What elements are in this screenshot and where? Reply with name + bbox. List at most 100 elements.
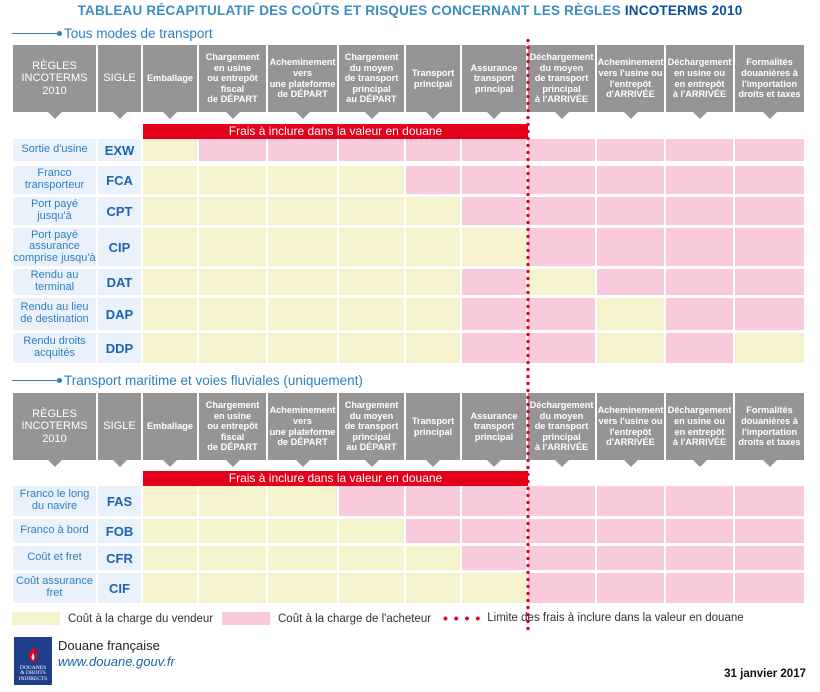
seller-cost-cell	[406, 333, 460, 363]
seller-cost-cell	[143, 228, 197, 266]
buyer-cost-cell	[597, 486, 664, 516]
buyer-cost-cell	[597, 546, 664, 570]
header-column: Déchargement en usine ou en entrepôt à l'AR…	[666, 393, 733, 467]
seller-cost-cell	[268, 486, 337, 516]
seller-cost-cell	[143, 269, 197, 295]
buyer-cost-cell	[735, 546, 804, 570]
seller-cost-cell	[406, 197, 460, 225]
seller-cost-cell	[268, 197, 337, 225]
page-title: TABLEAU RÉCAPITULATIF DES COÛTS ET RISQU…	[77, 3, 743, 18]
customs-value-band: Frais à inclure dans la valeur en douane	[143, 124, 528, 139]
incoterm-label: Sortie d'usine	[13, 139, 96, 161]
header-sigle: SIGLE	[98, 393, 141, 467]
incoterm-code: CPT	[98, 197, 141, 225]
section-title-all-modes: Tous modes de transport	[12, 26, 213, 41]
header-column: Acheminement vers une plateforme de DÉPART	[268, 45, 337, 119]
seller-cost-cell	[406, 269, 460, 295]
buyer-cost-cell	[199, 139, 266, 161]
seller-swatch	[12, 612, 60, 625]
buyer-cost-cell	[406, 486, 460, 516]
buyer-cost-cell	[735, 269, 804, 295]
header-column: Chargement du moyen de transport principal a…	[339, 393, 404, 467]
buyer-cost-cell	[528, 197, 595, 225]
publication-date: 31 janvier 2017	[724, 668, 806, 680]
seller-cost-cell	[199, 298, 266, 330]
incoterm-label: Port payé assurance comprise jusqu'à	[13, 228, 96, 266]
buyer-cost-cell	[528, 486, 595, 516]
buyer-cost-cell	[597, 228, 664, 266]
incoterm-code: EXW	[98, 139, 141, 161]
seller-cost-cell	[199, 546, 266, 570]
seller-cost-cell	[339, 197, 404, 225]
seller-cost-cell	[339, 546, 404, 570]
header-regles-incoterms: RÈGLES INCOTERMS 2010	[13, 45, 96, 119]
seller-cost-cell	[462, 228, 526, 266]
buyer-cost-cell	[666, 228, 733, 266]
seller-cost-cell	[597, 333, 664, 363]
website-link[interactable]: www.douane.gouv.fr	[58, 654, 175, 669]
seller-cost-cell	[199, 573, 266, 603]
section-line-icon	[12, 31, 62, 36]
buyer-cost-cell	[462, 197, 526, 225]
header-column: Déchargement en usine ou en entrepôt à l'AR…	[666, 45, 733, 119]
seller-cost-cell	[268, 519, 337, 543]
seller-cost-cell	[735, 333, 804, 363]
incoterm-label: Rendu droits acquités	[13, 333, 96, 363]
buyer-cost-cell	[528, 333, 595, 363]
incoterm-code: FCA	[98, 166, 141, 194]
header-column: Acheminement vers l'usine ou l'entrepôt d'A…	[597, 45, 664, 119]
buyer-cost-cell	[462, 269, 526, 295]
header-column: Acheminement vers l'usine ou l'entrepôt d'A…	[597, 393, 664, 467]
seller-cost-cell	[597, 298, 664, 330]
seller-cost-cell	[462, 573, 526, 603]
incoterm-label: Coût et fret	[13, 546, 96, 570]
buyer-cost-cell	[339, 139, 404, 161]
incoterm-code: DDP	[98, 333, 141, 363]
buyer-cost-cell	[528, 546, 595, 570]
flame-icon	[28, 645, 38, 662]
buyer-cost-cell	[735, 298, 804, 330]
seller-cost-cell	[339, 573, 404, 603]
buyer-cost-cell	[666, 166, 733, 194]
seller-cost-cell	[143, 333, 197, 363]
seller-cost-cell	[339, 269, 404, 295]
buyer-cost-cell	[339, 486, 404, 516]
buyer-cost-cell	[268, 139, 337, 161]
seller-cost-cell	[406, 546, 460, 570]
buyer-cost-cell	[528, 166, 595, 194]
buyer-cost-cell	[462, 166, 526, 194]
incoterm-code: FOB	[98, 519, 141, 543]
incoterm-label: Rendu au lieu de destination	[13, 298, 96, 330]
header-column: Assurance transport principal	[462, 45, 526, 119]
buyer-cost-cell	[597, 519, 664, 543]
buyer-cost-cell	[735, 139, 804, 161]
seller-cost-cell	[268, 269, 337, 295]
header-column: Formalités douanières à l'importation droit…	[735, 45, 804, 119]
seller-cost-cell	[339, 519, 404, 543]
buyer-cost-cell	[597, 166, 664, 194]
incoterm-label: Port payé jusqu'à	[13, 197, 96, 225]
seller-cost-cell	[143, 166, 197, 194]
seller-cost-cell	[268, 573, 337, 603]
section-title-maritime: Transport maritime et voies fluviales (u…	[12, 373, 363, 388]
header-column: Emballage	[143, 45, 197, 119]
header-column: Déchargement du moyen de transport principa…	[528, 393, 595, 467]
seller-cost-cell	[199, 333, 266, 363]
seller-cost-cell	[199, 166, 266, 194]
header-column: Formalités douanières à l'importation droit…	[735, 393, 804, 467]
section-line-icon	[12, 378, 62, 383]
seller-cost-cell	[406, 573, 460, 603]
incoterm-code: CIF	[98, 573, 141, 603]
douane-logo: DOUANES & DROITS INDIRECTS	[14, 637, 52, 685]
seller-cost-cell	[339, 228, 404, 266]
header-column: Assurance transport principal	[462, 393, 526, 467]
legend-limit: • • • • Limite des frais à inclure dans l…	[443, 610, 744, 626]
buyer-cost-cell	[735, 197, 804, 225]
buyer-cost-cell	[406, 139, 460, 161]
customs-value-band: Frais à inclure dans la valeur en douane	[143, 471, 528, 486]
seller-cost-cell	[268, 333, 337, 363]
buyer-cost-cell	[462, 519, 526, 543]
seller-cost-cell	[143, 519, 197, 543]
seller-cost-cell	[199, 228, 266, 266]
header-column: Chargement en usine ou entrepôt fiscal de DÉ…	[199, 45, 266, 119]
